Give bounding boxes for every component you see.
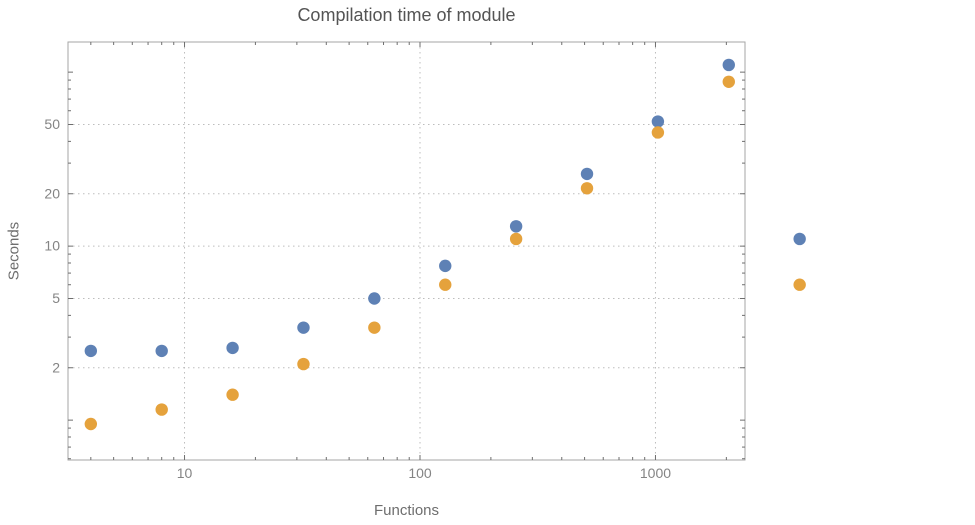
data-point-orange <box>793 278 806 291</box>
data-point-blue <box>84 344 98 358</box>
x-axis-label: Functions <box>373 502 440 519</box>
x-tick-label: 1000 <box>640 465 671 481</box>
data-point-blue <box>226 341 239 355</box>
x-tick-label: 100 <box>408 465 432 481</box>
data-point-orange <box>297 357 310 371</box>
y-axis-label: Seconds <box>5 221 23 281</box>
data-point-blue <box>155 344 168 358</box>
chart-title: Compilation time of module <box>297 5 516 25</box>
y-tick-label: 2 <box>52 359 60 375</box>
data-point-orange <box>580 182 594 195</box>
data-point-orange <box>84 417 98 431</box>
data-point-orange <box>509 232 523 246</box>
plot-frame <box>67 41 746 461</box>
data-point-blue <box>651 115 665 128</box>
data-point-blue <box>509 220 523 233</box>
data-point-orange <box>368 321 381 334</box>
y-tick-label: 10 <box>44 238 60 254</box>
data-point-blue <box>439 259 452 273</box>
data-point-blue <box>580 167 594 181</box>
y-tick-label: 20 <box>44 185 60 201</box>
x-tick-label: 10 <box>177 465 193 481</box>
data-point-blue <box>722 58 735 72</box>
data-point-orange <box>226 388 239 401</box>
data-point-orange <box>651 126 665 139</box>
data-point-orange <box>155 403 168 416</box>
data-point-blue <box>368 292 381 305</box>
y-tick-label: 5 <box>52 290 60 306</box>
data-point-orange <box>722 75 735 88</box>
data-point-orange <box>439 278 452 291</box>
data-point-blue <box>793 232 806 246</box>
y-tick-label: 50 <box>44 116 60 132</box>
data-point-blue <box>297 321 310 334</box>
